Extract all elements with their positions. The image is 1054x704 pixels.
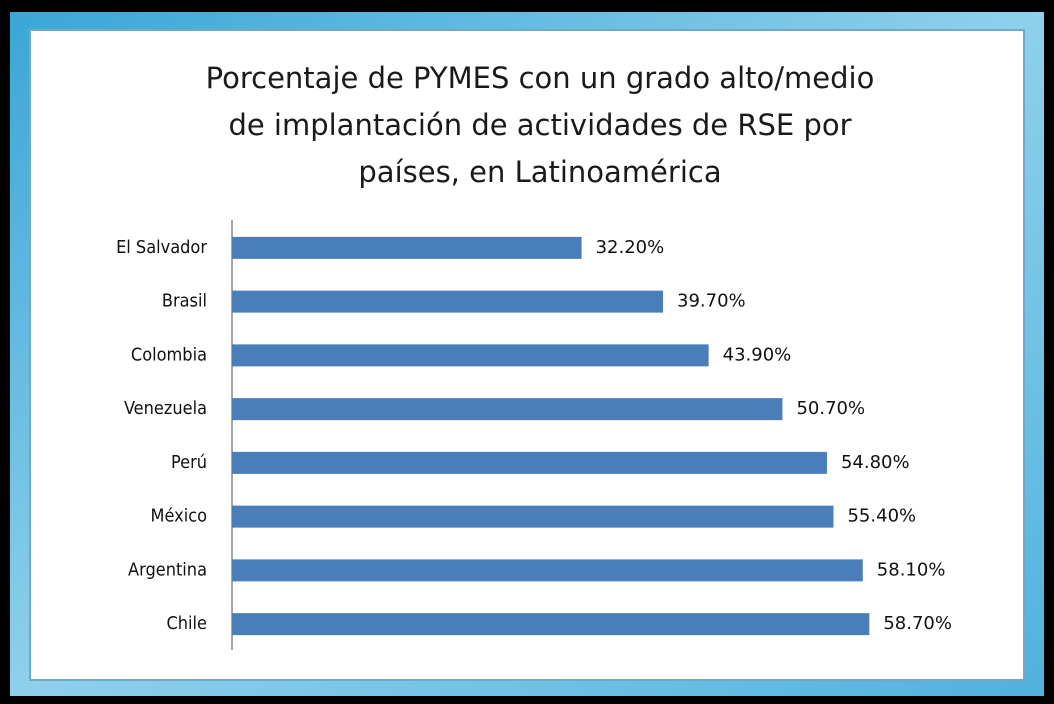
y-tick-label: Chile (166, 613, 207, 634)
y-tick-label: Perú (171, 452, 207, 473)
y-tick-label: Colombia (131, 344, 207, 365)
bar (232, 451, 827, 474)
y-tick-label: México (150, 506, 207, 527)
value-label: 32.20% (596, 237, 665, 258)
y-tick-label: Argentina (128, 559, 207, 580)
y-tick-label: Brasil (162, 291, 207, 312)
y-tick-label: El Salvador (116, 237, 207, 258)
value-label: 58.70% (883, 613, 952, 634)
bar (232, 344, 709, 367)
bar (232, 290, 664, 313)
value-label: 54.80% (841, 452, 910, 473)
chart-title: Porcentaje de PYMES con un grado alto/me… (206, 61, 875, 189)
bar (232, 613, 870, 636)
value-label: 55.40% (847, 506, 916, 527)
bar (232, 398, 783, 421)
y-tick-label: Venezuela (124, 398, 207, 419)
value-label: 50.70% (796, 398, 865, 419)
bar (232, 559, 863, 582)
bar (232, 236, 582, 259)
value-label: 39.70% (677, 291, 746, 312)
title-line: Porcentaje de PYMES con un grado alto/me… (206, 61, 875, 95)
title-line: de implantación de actividades de RSE po… (228, 108, 851, 142)
bar (232, 505, 834, 528)
value-label: 58.10% (877, 559, 946, 580)
title-line: países, en Latinoamérica (358, 155, 721, 189)
value-label: 43.90% (723, 344, 792, 365)
